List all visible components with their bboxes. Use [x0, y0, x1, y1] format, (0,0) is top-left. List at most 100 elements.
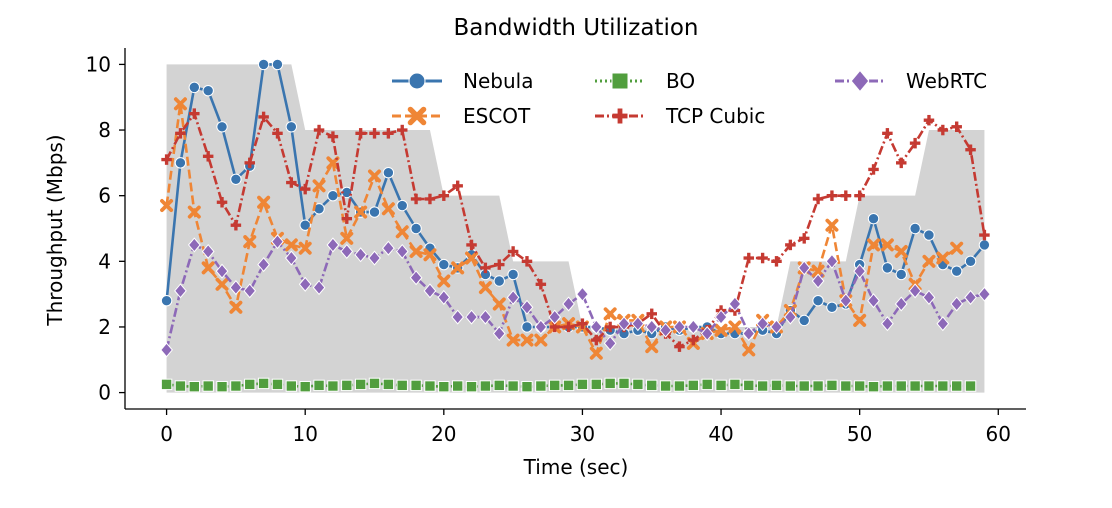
data-point [341, 213, 353, 224]
data-point [812, 380, 824, 392]
data-point [757, 252, 768, 264]
data-point [438, 190, 450, 201]
legend-label: TCP Cubic [665, 104, 765, 128]
data-point [507, 268, 519, 281]
data-point [174, 283, 187, 299]
available-bandwidth-area [166, 64, 985, 393]
data-point [562, 379, 575, 392]
data-point [229, 280, 243, 296]
data-point [230, 219, 242, 231]
legend-item-nebula: Nebula [392, 69, 533, 93]
data-point [312, 179, 326, 193]
data-point [589, 346, 603, 360]
data-point [201, 261, 215, 275]
data-point [451, 261, 465, 275]
data-point [174, 157, 187, 169]
data-point [230, 380, 242, 392]
data-point [382, 167, 395, 179]
data-point [521, 380, 533, 393]
legend-label: WebRTC [906, 69, 987, 93]
data-point [299, 183, 311, 195]
data-point [534, 333, 548, 347]
data-point [298, 276, 312, 292]
data-point [354, 247, 368, 263]
data-point [923, 114, 935, 126]
y-tick-label: 6 [98, 184, 111, 208]
data-point [534, 319, 548, 335]
data-point [936, 316, 950, 332]
legend-label: ESCOT [463, 104, 531, 128]
data-point [853, 313, 867, 327]
x-tick-label: 0 [160, 422, 173, 446]
data-point [521, 321, 533, 333]
data-point [383, 128, 394, 139]
data-point [854, 190, 865, 201]
data-point [770, 319, 783, 335]
data-point [202, 84, 214, 97]
data-point [894, 244, 908, 258]
legend-label: BO [666, 69, 695, 93]
data-point [452, 180, 463, 192]
data-point [215, 263, 229, 279]
data-point [312, 280, 326, 296]
legend-marker [407, 106, 427, 126]
x-tick-label: 20 [431, 422, 456, 446]
data-point [410, 193, 422, 205]
x-tick-label: 50 [847, 422, 872, 446]
data-point [646, 379, 658, 392]
data-point [798, 380, 810, 392]
data-point [673, 380, 686, 392]
data-point [714, 323, 728, 337]
data-point [216, 121, 228, 133]
data-point [631, 316, 645, 332]
data-point [272, 128, 283, 139]
series-lines [160, 58, 991, 393]
x-tick-label: 60 [986, 422, 1011, 446]
data-point [215, 277, 229, 291]
data-point [895, 380, 907, 392]
data-point [632, 378, 644, 391]
data-point [950, 380, 963, 392]
data-point [880, 238, 894, 252]
data-point [811, 273, 825, 289]
data-point [257, 377, 270, 390]
data-point [368, 250, 381, 266]
data-point [659, 322, 672, 338]
legend: Nebula ESCOT BO TCP Cubic WebRTC [392, 69, 987, 128]
data-point [840, 190, 852, 201]
legend-marker [611, 72, 629, 90]
data-point [964, 255, 977, 268]
data-point [202, 380, 214, 392]
data-point [576, 378, 589, 391]
data-point [591, 334, 602, 346]
data-point [201, 243, 215, 260]
data-point [299, 380, 311, 393]
data-point [187, 205, 201, 219]
data-point [396, 199, 408, 212]
data-point [492, 297, 506, 311]
data-point [950, 265, 963, 277]
data-point [881, 316, 894, 332]
data-point [369, 128, 380, 139]
data-point [743, 252, 755, 264]
data-point [188, 81, 201, 94]
data-point [187, 237, 201, 253]
y-axis-title: Throughput (Mbps) [43, 134, 67, 326]
data-point [437, 274, 451, 288]
data-point [424, 193, 436, 205]
data-point [466, 239, 477, 251]
data-point [174, 380, 187, 392]
data-point [410, 222, 422, 235]
data-point [216, 196, 228, 208]
data-point [327, 131, 339, 142]
data-point [881, 380, 894, 392]
data-point [923, 229, 935, 241]
data-point [175, 128, 186, 139]
data-point [285, 380, 298, 392]
data-point [160, 378, 173, 391]
data-point [937, 380, 949, 392]
data-point [922, 254, 936, 268]
data-point [979, 229, 990, 241]
data-point [271, 234, 284, 250]
data-point [770, 379, 783, 392]
